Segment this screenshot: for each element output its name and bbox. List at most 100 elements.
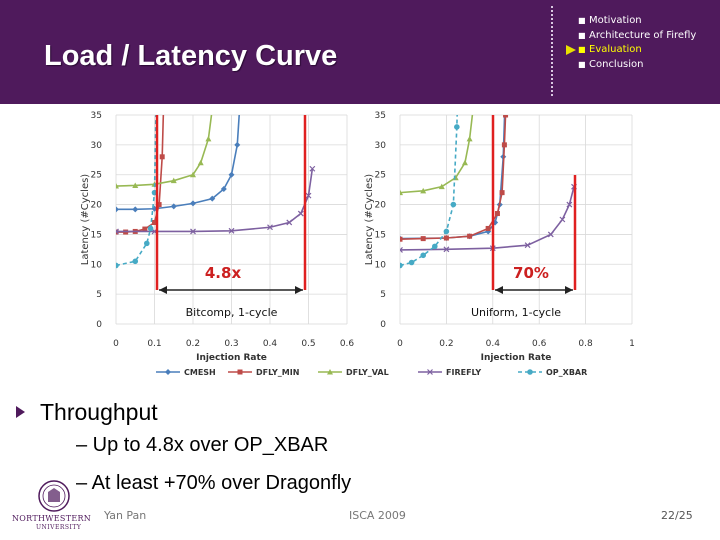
legend-label: CMESH: [184, 368, 216, 377]
series-dfly_min: [400, 115, 509, 242]
data-point: [400, 247, 403, 253]
data-point: [443, 246, 450, 253]
data-point: [132, 182, 139, 188]
data-point: [159, 154, 165, 160]
x-tick-label: 0: [113, 339, 119, 349]
bullet-icon: ■: [578, 59, 586, 69]
x-tick-label: 0.4: [263, 339, 278, 349]
outline-item-label: Architecture of Firefly: [589, 29, 697, 41]
x-tick-label: 0.3: [224, 339, 238, 349]
data-point: [494, 211, 500, 217]
x-tick-label: 0.6: [532, 339, 547, 349]
x-tick-label: 0.6: [340, 339, 355, 349]
data-point: [470, 106, 476, 112]
slide-title: Load / Latency Curve: [44, 40, 338, 72]
y-tick-label: 20: [91, 201, 103, 211]
y-tick-label: 15: [91, 230, 102, 240]
bullet-icon: ■: [578, 30, 586, 40]
legend-marker: [237, 369, 243, 375]
data-point: [501, 142, 507, 148]
data-point: [116, 228, 119, 235]
main-bullet: Throughput: [16, 399, 158, 426]
current-section-arrow-icon: [566, 45, 576, 55]
data-point: [142, 226, 148, 232]
data-point: [286, 219, 293, 226]
data-point: [420, 187, 427, 194]
data-point: [147, 225, 154, 232]
data-point: [443, 228, 450, 235]
gain-arrow-head: [565, 286, 573, 294]
footer-conference: ISCA 2009: [349, 509, 406, 522]
series-line: [400, 115, 506, 240]
sub-bullet: – At least +70% over Dragonfly: [76, 472, 352, 494]
y-tick-label: 30: [91, 141, 103, 151]
y-tick-label: 30: [375, 141, 387, 151]
data-point: [420, 236, 426, 242]
data-point: [116, 262, 119, 269]
data-point: [116, 183, 119, 189]
y-tick-label: 0: [96, 320, 102, 330]
legend-label: DFLY_VAL: [346, 368, 389, 377]
data-point: [559, 216, 566, 223]
outline-item-architecture[interactable]: ■ Architecture of Firefly: [578, 29, 696, 44]
outline-item-motivation[interactable]: ■ Motivation: [578, 14, 696, 29]
data-point: [432, 243, 438, 250]
data-point: [420, 252, 427, 259]
data-point: [400, 189, 403, 196]
data-point: [466, 135, 473, 142]
y-tick-label: 35: [375, 111, 386, 121]
x-tick-label: 0.2: [186, 339, 200, 349]
x-tick-label: 0.8: [578, 339, 593, 349]
y-tick-label: 10: [91, 260, 103, 270]
y-tick-label: 15: [375, 230, 386, 240]
data-point: [408, 259, 415, 266]
y-axis-label: Latency (#Cycles): [364, 174, 375, 266]
series-cmesh: [116, 115, 241, 213]
series-firefly: [116, 165, 316, 235]
x-tick-label: 1: [629, 339, 635, 349]
outline-item-evaluation[interactable]: ■ Evaluation: [566, 43, 696, 58]
x-tick-label: 0.2: [439, 339, 453, 349]
y-tick-label: 5: [380, 290, 386, 300]
data-point: [116, 206, 119, 213]
outline-item-label: Evaluation: [589, 44, 642, 55]
slide-header: [0, 0, 720, 104]
legend-marker: [327, 369, 333, 375]
series-line: [400, 186, 575, 251]
data-point: [454, 124, 460, 130]
legend-label: FIREFLY: [446, 368, 481, 377]
data-point: [156, 202, 162, 208]
legend-label: OP_XBAR: [546, 368, 587, 377]
data-point: [305, 192, 312, 199]
data-point: [485, 225, 491, 231]
data-point: [443, 235, 449, 241]
data-point: [209, 195, 216, 202]
main-bullet-text: Throughput: [40, 399, 158, 425]
data-point: [547, 231, 554, 238]
y-axis-label: Latency (#Cycles): [80, 174, 91, 266]
y-tick-label: 25: [91, 171, 102, 181]
data-point: [524, 242, 531, 249]
x-axis-label: Injection Rate: [481, 353, 552, 363]
data-point: [400, 262, 403, 269]
series-line: [116, 168, 314, 233]
data-point: [205, 135, 212, 142]
triangle-bullet-icon: [16, 406, 25, 418]
data-point: [197, 159, 204, 166]
page-number: 22/25: [661, 509, 693, 522]
outline-item-conclusion[interactable]: ■ Conclusion: [578, 58, 696, 73]
data-point: [190, 171, 196, 178]
y-tick-label: 0: [380, 320, 386, 330]
legend-label: DFLY_MIN: [256, 368, 299, 377]
chart-subtitle: Bitcomp, 1-cycle: [186, 306, 278, 319]
data-point: [228, 171, 235, 178]
outline-item-label: Motivation: [589, 15, 642, 26]
y-tick-label: 20: [375, 201, 387, 211]
gain-arrow-head: [159, 286, 167, 294]
x-tick-label: 0.1: [147, 339, 161, 349]
y-tick-label: 5: [96, 290, 102, 300]
data-point: [267, 224, 273, 231]
data-point: [170, 203, 177, 210]
chart-subtitle: Uniform, 1-cycle: [471, 306, 561, 319]
data-point: [499, 190, 505, 196]
